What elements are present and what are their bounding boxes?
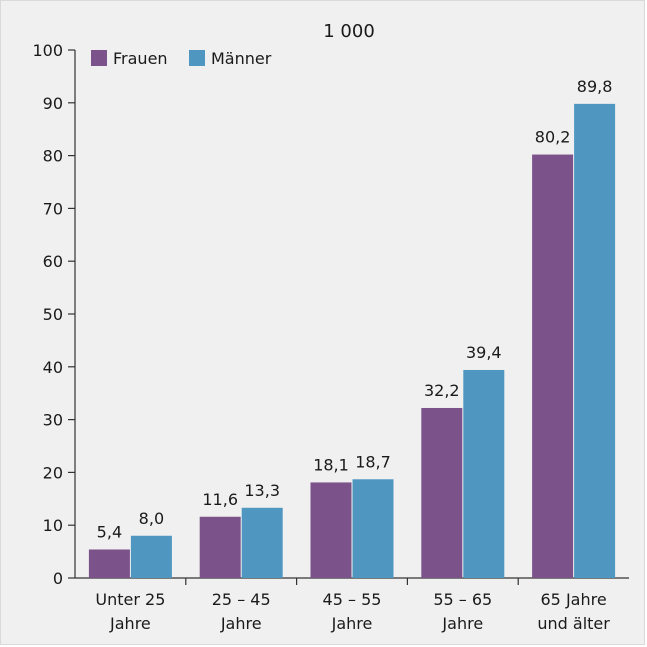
- data-label: 13,3: [244, 481, 280, 500]
- data-label: 80,2: [535, 128, 571, 147]
- x-tick-label: Unter 25 Jahre: [95, 590, 165, 633]
- y-tick-label: 20: [43, 463, 63, 482]
- bars: [88, 103, 616, 578]
- bar-frauen: [532, 154, 574, 578]
- data-label: 89,8: [577, 77, 613, 96]
- legend-swatch: [189, 50, 205, 66]
- bar-frauen: [310, 482, 352, 578]
- x-tick-label: 25 – 45 Jahre: [212, 590, 271, 633]
- legend-swatch: [91, 50, 107, 66]
- y-tick-label: 10: [43, 516, 63, 535]
- x-tick-label: 55 – 65 Jahre: [433, 590, 492, 633]
- y-tick-label: 80: [43, 147, 63, 166]
- data-label: 8,0: [139, 509, 164, 528]
- data-label: 18,1: [313, 455, 349, 474]
- legend-label: Männer: [211, 49, 272, 68]
- bar-frauen: [88, 549, 130, 578]
- y-tick-label: 0: [53, 569, 63, 588]
- data-label: 11,6: [202, 490, 238, 509]
- y-tick-label: 40: [43, 358, 63, 377]
- bar-frauen: [199, 516, 241, 578]
- y-tick-label: 50: [43, 305, 63, 324]
- legend-label: Frauen: [113, 49, 168, 68]
- data-labels: 5,4 11,6 18,1 32,2 80,2 8,0 13,3 18,7 39,4 89,8: [97, 77, 613, 542]
- y-tick-label: 30: [43, 411, 63, 430]
- bar-männer: [130, 535, 172, 578]
- data-label: 18,7: [355, 452, 391, 471]
- data-label: 39,4: [466, 343, 502, 362]
- y-tick-label: 60: [43, 252, 63, 271]
- bar-frauen: [421, 407, 463, 578]
- y-tick-label: 70: [43, 199, 63, 218]
- bar-männer: [463, 369, 505, 578]
- data-label: 5,4: [97, 522, 122, 541]
- data-label: 32,2: [424, 381, 460, 400]
- bar-männer: [352, 479, 394, 578]
- x-tick-label: 65 Jahre und älter: [537, 590, 610, 633]
- bar-männer: [574, 103, 616, 578]
- chart-title: 1 000: [323, 21, 375, 42]
- x-tick-label: 45 – 55 Jahre: [323, 590, 382, 633]
- legend: Frauen Männer: [91, 49, 272, 68]
- x-axis: Unter 25 Jahre 25 – 45 Jahre 45 – 55 Jahre 55 …: [75, 577, 629, 633]
- bar-männer: [241, 507, 283, 578]
- y-tick-label: 90: [43, 94, 63, 113]
- y-tick-label: 100: [32, 41, 63, 60]
- y-axis: 0 10 20 30 40 50 60 70 80 90 100: [32, 41, 76, 588]
